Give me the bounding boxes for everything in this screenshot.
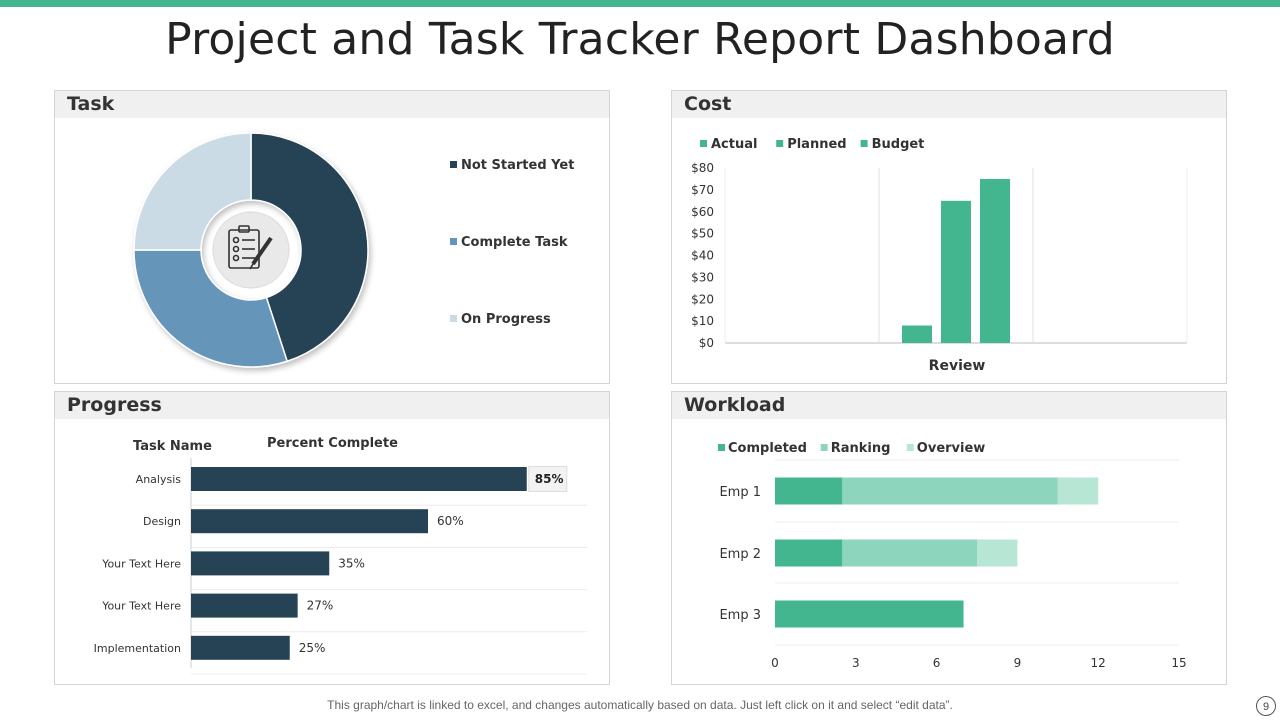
progress-bar-chart[interactable]: Task Name Percent Complete Analysis 85% Desi… [55,392,609,684]
cost-legend-swatch-3 [860,140,868,147]
progress-bar [191,509,428,534]
cost-ytick-label: $10 [691,314,714,328]
workload-bar-completed [775,477,843,505]
workload-xtick-label: 9 [1014,656,1022,670]
page-number: 9 [1256,696,1276,716]
cost-ytick-label: $30 [691,270,714,284]
cost-legend-swatch-2 [776,140,784,147]
progress-value-highlight [528,466,568,492]
workload-panel-header: Workload [672,392,1226,419]
workload-legend-label-3: Overview [917,441,986,456]
progress-task-label: Analysis [136,473,182,486]
workload-legend-label-1: Completed [728,441,807,456]
workload-xtick-label: 0 [771,656,779,670]
cost-x-axis-title: Review [929,358,986,374]
cost-legend-label-2: Planned [787,137,846,152]
donut-slice-1 [250,132,369,363]
progress-value-label: 60% [437,514,464,528]
progress-bar [191,551,330,576]
task-legend-swatch-3 [450,315,457,322]
donut-group [133,132,369,368]
cost-legend-label-1: Actual [711,137,757,152]
progress-panel-header: Progress [55,392,609,419]
task-legend-label-1: Not Started Yet [461,158,574,173]
cost-panel-title: Cost [684,93,732,115]
footer-note: This graph/chart is linked to excel, and… [327,698,953,712]
progress-task-label: Design [143,515,181,528]
cost-ytick-label: $50 [691,227,714,241]
progress-panel-title: Progress [67,394,162,416]
workload-category-label: Emp 1 [719,485,761,500]
workload-category-label: Emp 3 [719,608,761,623]
progress-value-label: 85% [535,472,564,486]
progress-value-label: 27% [307,599,334,613]
workload-panel-title: Workload [684,394,786,416]
progress-col-header-task: Task Name [133,439,212,454]
workload-panel: Workload Completed Ranking Overview Emp 1 Em… [671,391,1227,685]
cost-bar-chart[interactable]: Actual Planned Budget $0 $10 $20 $30 $40 $50 $60 $… [672,91,1226,383]
cost-bar-planned [941,200,971,343]
progress-task-label: Your Text Here [101,600,181,613]
cost-panel: Cost Actual Planned Budget $0 $10 $20 $30 $40 $5… [671,90,1227,384]
workload-legend-label-2: Ranking [831,441,891,456]
workload-legend-swatch-1 [718,444,725,451]
cost-ytick-label: $70 [691,183,714,197]
checkbox-icon-3 [232,254,240,262]
workload-legend-swatch-3 [906,444,914,451]
task-panel: Task Not Started Yet Complete Task On Prog… [54,90,610,384]
workload-xtick-label: 6 [933,656,941,670]
checkbox-icon-1 [232,236,240,244]
top-accent-bar [0,0,1280,7]
donut-center-disc [212,211,290,289]
workload-bar-completed [775,600,964,628]
progress-task-label: Your Text Here [101,557,181,570]
task-panel-title: Task [67,93,115,115]
task-panel-header: Task [55,91,609,118]
donut-slice-3 [133,132,252,251]
clipboard-icon [228,229,260,269]
task-legend-label-2: Complete Task [461,235,568,250]
cost-bar-actual [902,325,932,343]
donut-slice-2 [133,249,289,368]
workload-legend-swatch-2 [820,444,828,451]
cost-ytick-label: $20 [691,292,714,306]
progress-value-label: 35% [338,556,365,570]
progress-col-header-percent: Percent Complete [267,436,398,451]
progress-bar [191,593,298,618]
checkbox-icon-2 [232,245,240,253]
workload-stacked-bar-chart[interactable]: Completed Ranking Overview Emp 1 Emp 2 Emp 3 0… [672,392,1226,684]
cost-legend-swatch-1 [700,140,707,147]
workload-bar-completed [775,539,843,567]
cost-ytick-label: $40 [691,249,714,263]
cost-panel-header: Cost [672,91,1226,118]
workload-category-label: Emp 2 [719,547,761,562]
clipboard-clip-icon [238,225,250,233]
workload-xtick-label: 15 [1171,656,1186,670]
workload-bar-ranking [842,477,1058,505]
workload-bar-overview [977,539,1018,567]
page-title: Project and Task Tracker Report Dashboar… [165,14,1115,65]
pen-icon [251,236,273,266]
workload-xtick-label: 12 [1091,656,1106,670]
progress-bar [191,635,290,660]
cost-bar-budget [980,178,1010,343]
task-legend-swatch-1 [450,161,457,168]
pen-tip-icon [249,263,254,270]
progress-task-label: Implementation [94,642,181,655]
workload-bar-overview [1057,477,1099,505]
cost-ytick-label: $80 [691,161,714,175]
cost-ytick-label: $60 [691,205,714,219]
progress-bar [191,467,527,491]
workload-xtick-label: 3 [852,656,860,670]
workload-bar-ranking [842,539,977,567]
cost-legend-label-3: Budget [872,137,925,152]
task-legend-label-3: On Progress [461,312,551,327]
task-legend-swatch-2 [450,238,457,245]
progress-value-label: 25% [299,641,326,655]
cost-ytick-label: $0 [699,336,714,350]
task-donut-chart[interactable]: Not Started Yet Complete Task On Progress [55,91,609,383]
progress-panel: Progress Task Name Percent Complete Analys… [54,391,610,685]
checklist-pen-icon [228,225,273,270]
